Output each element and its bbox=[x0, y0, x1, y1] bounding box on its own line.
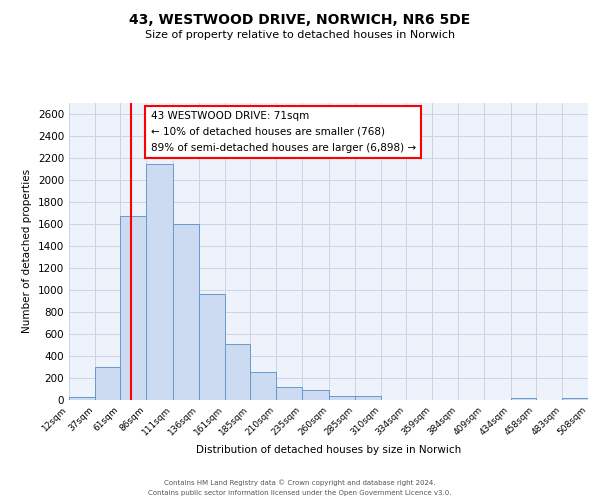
Text: 43, WESTWOOD DRIVE, NORWICH, NR6 5DE: 43, WESTWOOD DRIVE, NORWICH, NR6 5DE bbox=[130, 12, 470, 26]
Bar bbox=[225, 344, 250, 400]
Bar bbox=[69, 397, 95, 400]
Text: Contains HM Land Registry data © Crown copyright and database right 2024.: Contains HM Land Registry data © Crown c… bbox=[164, 480, 436, 486]
Bar bbox=[562, 398, 588, 400]
Bar bbox=[302, 390, 329, 400]
Text: Size of property relative to detached houses in Norwich: Size of property relative to detached ho… bbox=[145, 30, 455, 40]
Text: 43 WESTWOOD DRIVE: 71sqm
← 10% of detached houses are smaller (768)
89% of semi-: 43 WESTWOOD DRIVE: 71sqm ← 10% of detach… bbox=[151, 112, 416, 152]
Bar bbox=[355, 396, 381, 400]
Bar bbox=[146, 164, 173, 400]
Bar bbox=[95, 367, 120, 400]
Bar bbox=[199, 294, 225, 400]
Bar bbox=[250, 372, 276, 400]
Bar bbox=[329, 396, 355, 400]
Bar bbox=[276, 387, 302, 400]
Bar bbox=[173, 224, 199, 400]
Y-axis label: Number of detached properties: Number of detached properties bbox=[22, 169, 32, 334]
Bar bbox=[511, 398, 536, 400]
Bar bbox=[120, 216, 146, 400]
X-axis label: Distribution of detached houses by size in Norwich: Distribution of detached houses by size … bbox=[196, 446, 461, 456]
Text: Contains public sector information licensed under the Open Government Licence v3: Contains public sector information licen… bbox=[148, 490, 452, 496]
